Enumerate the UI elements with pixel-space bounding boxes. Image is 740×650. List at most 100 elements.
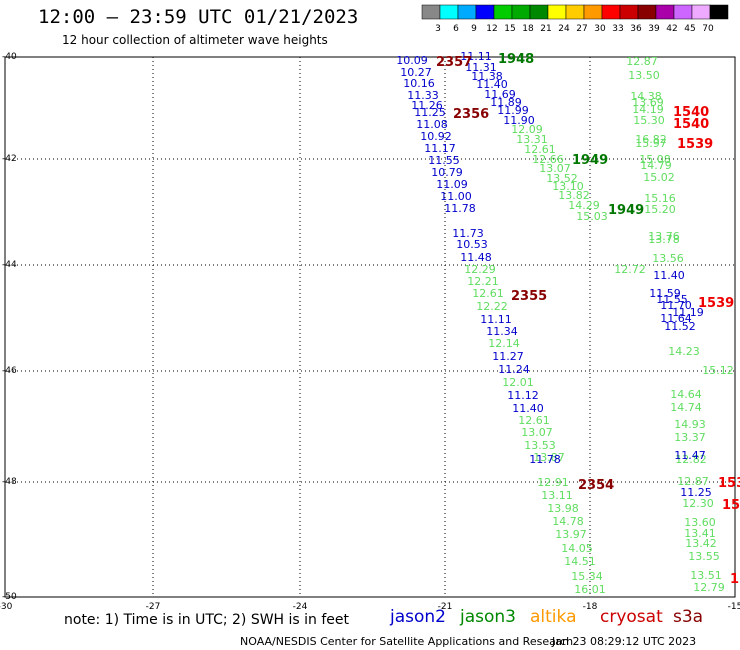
pass-time-label: 1949 — [608, 203, 644, 218]
jason3-wave-height: 13.55 — [688, 550, 720, 563]
jason3-wave-height: 15.20 — [644, 203, 676, 216]
colorbar-label: 36 — [630, 24, 642, 34]
legend-altika: altika — [530, 607, 577, 627]
jason3-wave-height: 15.02 — [643, 171, 675, 184]
jason3-wave-height: 15.12 — [702, 364, 734, 377]
jason2-wave-height: 11.70 — [660, 299, 692, 312]
jason2-wave-height: 10.79 — [431, 166, 463, 179]
jason3-wave-height: 12.21 — [467, 275, 499, 288]
lon-tick-label: -30 — [0, 602, 13, 610]
legend-cryosat: cryosat — [600, 607, 663, 627]
jason3-wave-height: 14.74 — [670, 401, 702, 414]
jason2-wave-height: 11.47 — [674, 449, 706, 462]
colorbar-label: 3 — [435, 24, 441, 34]
jason2-wave-height: 11.40 — [653, 269, 685, 282]
pass-time-label: 1539 — [698, 296, 734, 311]
jason3-wave-height: 14.64 — [670, 388, 702, 401]
jason2-wave-height: 11.12 — [507, 389, 539, 402]
jason2-wave-height: 11.40 — [512, 402, 544, 415]
jason3-wave-height: 15.30 — [633, 114, 665, 127]
jason3-wave-height: 15.08 — [639, 153, 671, 166]
jason3-wave-height: 12.01 — [502, 376, 534, 389]
jason2-wave-height: 11.78 — [444, 202, 476, 215]
jason2-wave-height: 11.24 — [498, 363, 530, 376]
jason2-wave-height: 11.64 — [660, 312, 692, 325]
jason2-wave-height: 10.09 — [396, 54, 428, 67]
jason2-wave-height: 11.11 — [460, 50, 492, 63]
jason2-wave-height: 11.69 — [484, 88, 516, 101]
jason3-wave-height: 13.31 — [516, 133, 548, 146]
jason3-wave-height: 13.42 — [685, 537, 717, 550]
jason2-wave-height: 11.08 — [416, 118, 448, 131]
footer-timestamp: Jan 23 08:29:12 UTC 2023 — [552, 635, 697, 648]
jason2-wave-height: 11.25 — [680, 486, 712, 499]
jason3-wave-height: 15.34 — [571, 570, 603, 583]
units-note: note: 1) Time is in UTC; 2) SWH is in fe… — [64, 612, 350, 628]
colorbar-label: 27 — [576, 24, 587, 34]
lat-tick-label: -46 — [2, 366, 17, 376]
lat-tick-label: -42 — [2, 154, 17, 164]
lat-tick-label: -44 — [2, 260, 17, 270]
jason3-wave-height: 15.03 — [576, 210, 608, 223]
jason3-wave-height: 12.79 — [693, 581, 725, 594]
jason3-wave-height: 12.14 — [488, 337, 520, 350]
jason3-wave-height: 13.11 — [541, 489, 573, 502]
colorbar-label: 45 — [684, 24, 695, 34]
pass-time-label: 153 — [718, 476, 740, 491]
jason3-wave-height: 13.10 — [552, 180, 584, 193]
jason3-wave-height: 13.78 — [648, 233, 680, 246]
colorbar-label: 21 — [540, 24, 551, 34]
colorbar-label: 12 — [486, 24, 497, 34]
jason3-wave-height: 12.30 — [682, 497, 714, 510]
jason3-wave-height: 15.16 — [644, 192, 676, 205]
jason3-wave-height: 13.76 — [648, 230, 680, 243]
jason3-wave-height: 14.51 — [564, 555, 596, 568]
pass-time-label: 2356 — [453, 107, 489, 122]
jason2-wave-height: 11.00 — [440, 190, 472, 203]
map-frame — [4, 56, 736, 598]
jason3-wave-height: 12.91 — [537, 476, 569, 489]
pass-time-label: 2357 — [436, 55, 472, 70]
colorbar-label: 70 — [702, 24, 714, 34]
jason2-wave-height: 10.92 — [420, 130, 452, 143]
colorbar-swatch — [709, 4, 729, 20]
jason3-wave-height: 13.50 — [628, 69, 660, 82]
jason3-wave-height: 14.29 — [568, 199, 600, 212]
jason2-wave-height: 11.38 — [471, 70, 503, 83]
jason3-wave-height: 13.98 — [547, 502, 579, 515]
jason3-wave-height: 13.56 — [652, 252, 684, 265]
jason3-wave-height: 12.87 — [677, 475, 709, 488]
jason2-wave-height: 11.34 — [486, 325, 518, 338]
pass-time-label: 2355 — [511, 289, 547, 304]
footer-organization: NOAA/NESDIS Center for Satellite Applica… — [240, 635, 574, 648]
pass-time-label: 2354 — [578, 478, 614, 493]
jason2-wave-height: 11.40 — [476, 78, 508, 91]
pass-time-label: 1 — [730, 572, 739, 587]
jason3-wave-height: 14.78 — [552, 515, 584, 528]
jason3-wave-height: 13.69 — [632, 96, 664, 109]
colorbar-label: 39 — [648, 24, 660, 34]
jason3-wave-height: 13.41 — [684, 527, 716, 540]
jason2-wave-height: 10.27 — [400, 66, 432, 79]
pass-time-label: 153 — [722, 498, 740, 513]
jason3-wave-height: 14.05 — [561, 542, 593, 555]
lon-tick-label: -27 — [146, 602, 161, 610]
pass-time-label: 1540 — [673, 105, 709, 120]
jason2-wave-height: 11.17 — [424, 142, 456, 155]
jason3-wave-height: 14.38 — [630, 90, 662, 103]
colorbar-label: 15 — [504, 24, 515, 34]
map-subtitle: 12 hour collection of altimeter wave hei… — [62, 33, 328, 47]
colorbar-label: 6 — [453, 24, 459, 34]
jason3-wave-height: 13.82 — [558, 189, 590, 202]
jason3-wave-height: 12.09 — [511, 123, 543, 136]
lat-tick-label: -48 — [2, 477, 17, 487]
pass-time-label: 1540 — [673, 117, 709, 132]
jason3-wave-height: 16.01 — [574, 583, 606, 596]
jason3-wave-height: 13.51 — [690, 569, 722, 582]
jason3-wave-height: 12.82 — [675, 453, 707, 466]
jason3-wave-height: 14.23 — [668, 345, 700, 358]
jason2-wave-height: 11.31 — [465, 61, 497, 74]
jason3-wave-height: 13.53 — [524, 439, 556, 452]
colorbar-label: 30 — [594, 24, 606, 34]
